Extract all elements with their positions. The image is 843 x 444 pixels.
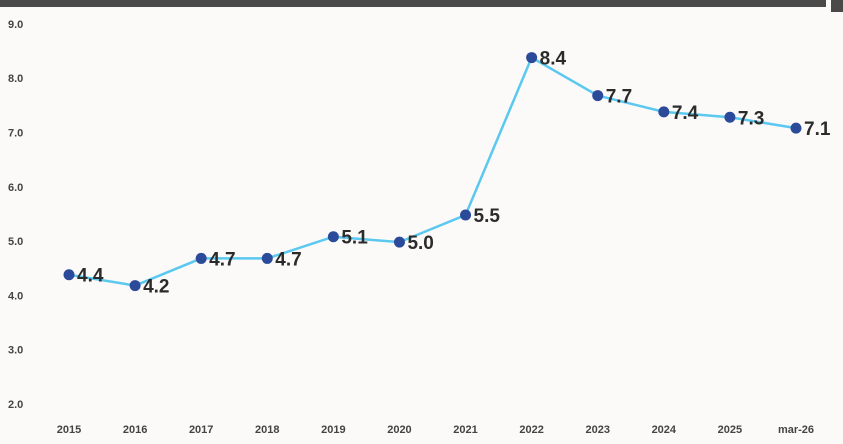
marker (460, 209, 472, 221)
line (68, 55, 797, 287)
value-label: 7.4 (672, 103, 699, 124)
value-label: 8.4 (540, 49, 567, 70)
marker (658, 106, 670, 118)
marker (393, 236, 405, 248)
marker (261, 252, 273, 264)
value-label: 4.2 (143, 277, 169, 298)
y-tick-label: 2.0 (8, 399, 23, 411)
value-label: 4.7 (209, 249, 235, 270)
x-tick-label: 2021 (453, 424, 477, 436)
marker (724, 111, 736, 123)
value-label: 4.4 (77, 266, 104, 287)
top-bar (0, 0, 826, 7)
marker (195, 252, 207, 264)
y-tick-label: 8.0 (8, 73, 23, 85)
value-label: 5.5 (474, 206, 501, 227)
value-label: 5.0 (407, 233, 433, 254)
x-tick-label: 2024 (652, 424, 677, 436)
value-label: 4.7 (275, 249, 301, 270)
marker (592, 90, 604, 102)
x-tick-label: 2015 (57, 424, 81, 436)
y-tick-label: 4.0 (8, 290, 23, 302)
x-tick-label: 2018 (255, 424, 279, 436)
y-tick-label: 3.0 (8, 345, 23, 357)
y-tick-label: 9.0 (8, 19, 23, 31)
x-tick-label: 2019 (321, 424, 345, 436)
y-tick-label: 7.0 (8, 127, 23, 139)
x-tick-label: 2017 (189, 424, 213, 436)
x-tick-label: mar-26 (778, 424, 814, 436)
x-tick-label: 2025 (718, 424, 742, 436)
value-label: 7.7 (606, 87, 632, 108)
top-block (831, 0, 843, 12)
y-tick-label: 5.0 (8, 236, 23, 248)
marker (790, 122, 802, 134)
marker (129, 280, 141, 292)
x-tick-label: 2023 (585, 424, 609, 436)
marker (327, 231, 339, 243)
marker (63, 269, 75, 281)
x-tick-label: 2022 (519, 424, 543, 436)
x-tick-label: 2020 (387, 424, 411, 436)
y-tick-label: 6.0 (8, 182, 23, 194)
x-tick-label: 2016 (123, 424, 147, 436)
value-label: 7.1 (804, 119, 831, 140)
value-label: 7.3 (738, 108, 764, 129)
value-label: 5.1 (341, 228, 368, 249)
marker (526, 52, 538, 64)
